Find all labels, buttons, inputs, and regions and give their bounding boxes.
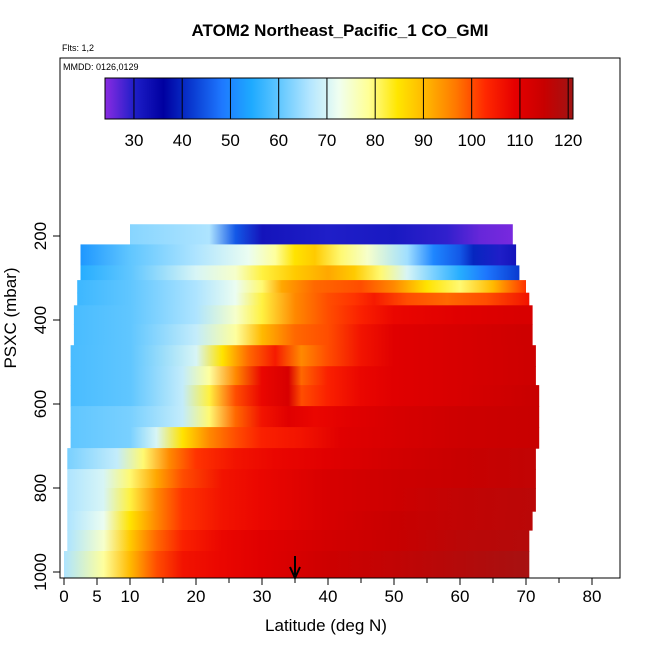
x-tick-label: 10 <box>121 587 140 606</box>
heatmap-row <box>67 511 533 531</box>
heatmap-row <box>67 469 536 489</box>
x-tick-label: 80 <box>583 587 602 606</box>
axes: 0 5 10 20 30 40 50 60 70 80 200 400 600 800 1000 <box>31 222 601 606</box>
chart-title: ATOM2 Northeast_Pacific_1 CO_GMI <box>192 21 489 40</box>
x-tick-label: 50 <box>385 587 404 606</box>
x-tick-label: 60 <box>451 587 470 606</box>
x-tick-label: 70 <box>517 587 536 606</box>
heatmap-rows <box>64 224 540 578</box>
colorbar-tick-label: 100 <box>457 131 485 150</box>
colorbar-tick-label: 120 <box>554 131 582 150</box>
y-tick-label: 200 <box>31 222 50 250</box>
heatmap-row <box>70 366 536 386</box>
colorbar-tick-label: 50 <box>221 131 240 150</box>
flights-label: Flts: 1,2 <box>62 43 94 53</box>
heatmap-row <box>70 345 536 367</box>
heatmap-row <box>77 292 530 306</box>
x-tick-label: 5 <box>92 587 101 606</box>
heatmap-row <box>67 488 536 512</box>
heatmap-row <box>67 530 530 552</box>
heatmap-row <box>73 305 533 325</box>
x-tick-label: 0 <box>59 587 68 606</box>
colorbar-tick-label: 60 <box>269 131 288 150</box>
heatmap-row <box>80 244 517 266</box>
colorbar-tick-label: 90 <box>414 131 433 150</box>
heatmap-row <box>77 280 526 294</box>
heatmap-row <box>70 385 540 407</box>
heatmap-row <box>70 406 540 428</box>
heatmap-row <box>70 427 540 449</box>
heatmap-row <box>80 265 520 281</box>
x-tick-label: 30 <box>253 587 272 606</box>
colorbar-tick-label: 110 <box>506 131 533 150</box>
heatmap-row <box>130 224 513 245</box>
y-tick-label: 400 <box>31 306 50 334</box>
x-axis-label: Latitude (deg N) <box>265 616 387 635</box>
colorbar-tick-label: 40 <box>173 131 192 150</box>
y-tick-label: 600 <box>31 390 50 418</box>
colorbar: 30 40 50 60 70 80 90 100 110 120 <box>104 77 582 150</box>
y-tick-label: 1000 <box>31 553 50 591</box>
dates-label: MMDD: 0126,0129 <box>63 62 139 72</box>
y-axis-label: PSXC (mbar) <box>1 267 20 368</box>
colorbar-tick-label: 70 <box>317 131 336 150</box>
plot-frame <box>59 57 621 579</box>
x-tick-label: 40 <box>319 587 338 606</box>
x-tick-label: 20 <box>187 587 206 606</box>
heatmap-row <box>73 324 533 346</box>
colorbar-tick-label: 80 <box>366 131 385 150</box>
colorbar-tick-label: 30 <box>124 131 143 150</box>
colorbar-body <box>104 77 574 120</box>
heatmap-row <box>67 448 536 470</box>
y-tick-label: 800 <box>31 474 50 502</box>
